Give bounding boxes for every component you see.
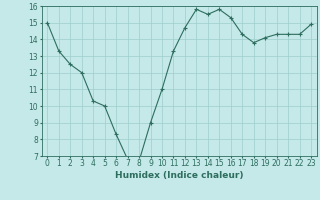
X-axis label: Humidex (Indice chaleur): Humidex (Indice chaleur) bbox=[115, 171, 244, 180]
